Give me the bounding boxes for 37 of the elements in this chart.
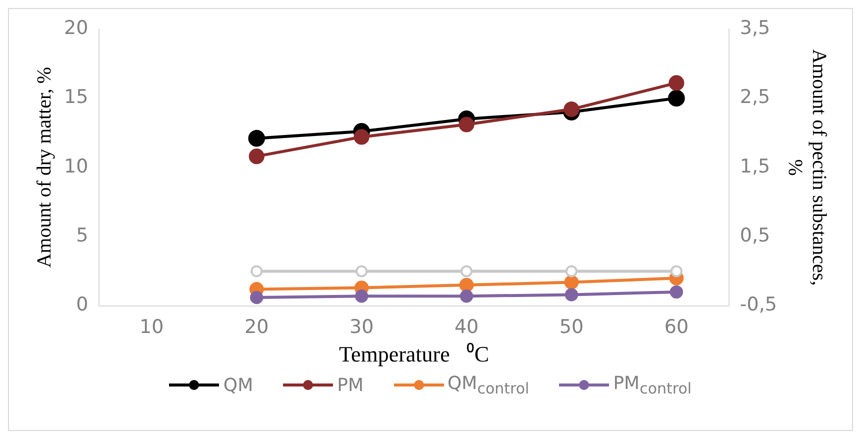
y2-tick-label: 1,5 (740, 155, 770, 178)
legend-label: QM (223, 374, 254, 396)
legend-label: PM (337, 374, 364, 396)
y2-tick-label: 3,5 (740, 16, 770, 39)
point (248, 148, 264, 164)
point (460, 290, 474, 303)
y-tick-label: 20 (64, 16, 88, 39)
x-tick-label: 20 (244, 316, 269, 338)
y2-tick-label: -0,5 (740, 294, 778, 316)
point (668, 75, 684, 91)
x-tick-label: 30 (349, 316, 374, 338)
y-tick-label: 5 (76, 224, 88, 247)
y-tick-label: 0 (76, 294, 88, 316)
point (564, 288, 578, 302)
point (459, 278, 474, 292)
x-tick-label: 50 (559, 316, 584, 338)
point (458, 116, 474, 132)
y-axis-title: Amount of dry matter, % (33, 66, 56, 268)
point (564, 101, 580, 118)
x-axis-title: Temperature ⁰C (339, 342, 490, 367)
y2-tick-label: 0,5 (740, 224, 770, 247)
point (354, 129, 370, 145)
y-tick-label: 10 (64, 155, 88, 178)
point (248, 130, 266, 147)
x-tick-label: 40 (454, 316, 479, 338)
x-tick-label: 60 (664, 316, 689, 338)
legend-label: QM$_{control}$ (448, 373, 530, 398)
y2-axis-title: Amount of pectin substances, % (784, 49, 830, 286)
x-tick-label: 10 (140, 316, 164, 338)
y-tick-label: 15 (64, 86, 88, 108)
point (564, 275, 579, 290)
y2-tick-label: 2,5 (740, 86, 770, 108)
point (668, 90, 685, 107)
legend-label: PM$_{control}$ (613, 373, 692, 398)
point (670, 285, 684, 299)
point (250, 290, 264, 304)
point (354, 290, 368, 303)
